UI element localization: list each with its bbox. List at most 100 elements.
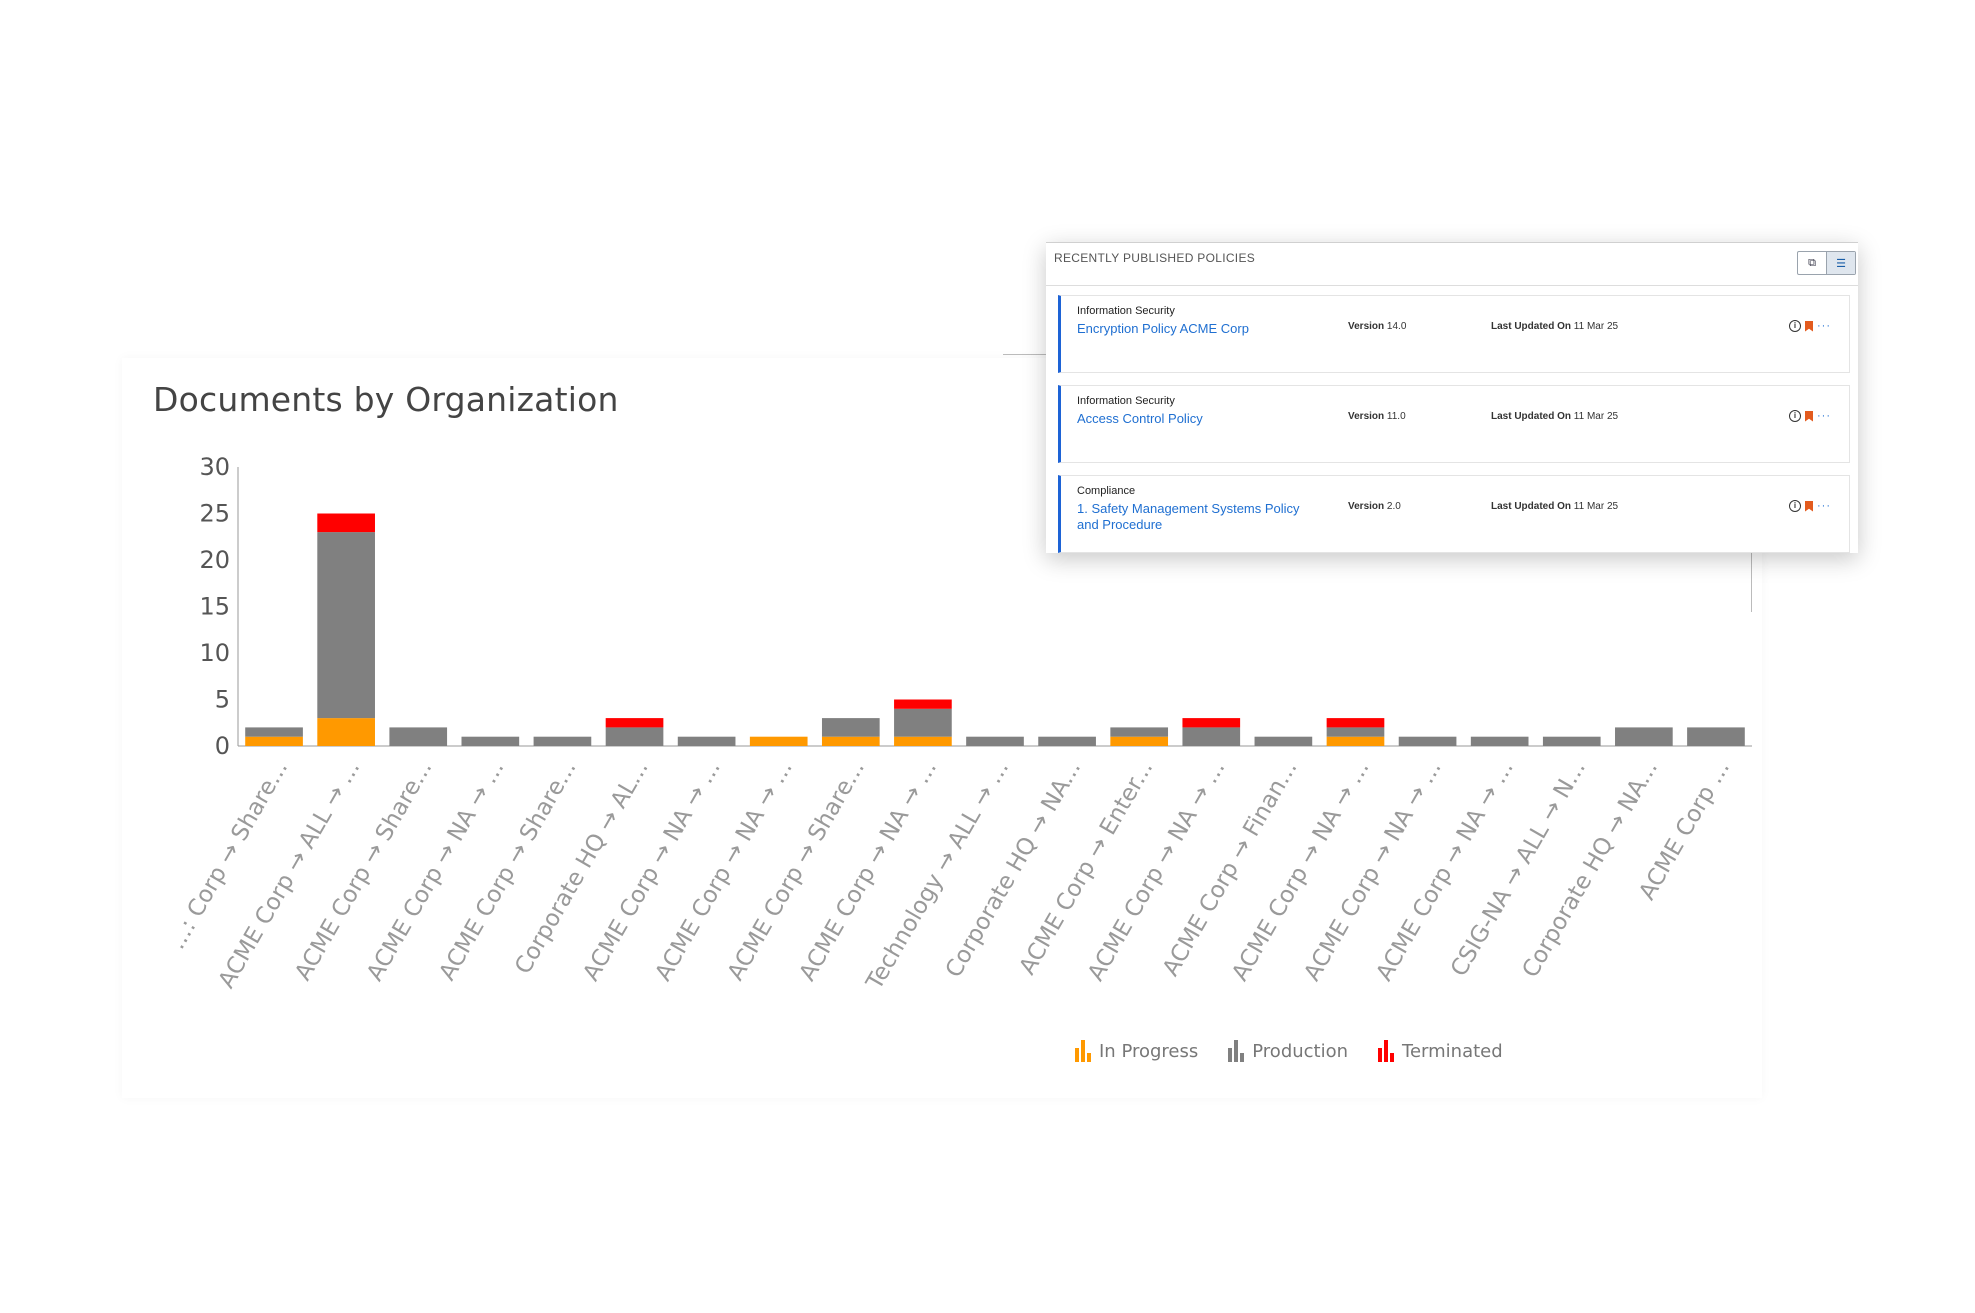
bookmark-icon[interactable] (1805, 410, 1813, 422)
policy-name-link[interactable]: Encryption Policy ACME Corp (1077, 321, 1249, 336)
bar-segment (821, 718, 880, 737)
divider (1751, 552, 1752, 612)
bar-segment (1615, 727, 1673, 746)
x-tick-label: ACME Corp → NA → ... (795, 756, 942, 985)
bookmark-icon[interactable] (1805, 500, 1813, 512)
version-value: 2.0 (1386, 501, 1401, 512)
bar-segment (1542, 736, 1601, 746)
policy-version: Version 14.0 (1348, 321, 1406, 332)
bar-segment (1038, 736, 1096, 746)
x-tick-label: ACME Corp → NA → ... (1299, 756, 1446, 985)
version-value: 11.0 (1386, 411, 1406, 422)
legend-item-production[interactable]: Production (1228, 1040, 1348, 1062)
policy-actions: i ··· (1789, 410, 1831, 422)
bar-segment (389, 727, 448, 746)
x-tick-label: ACME Corp → NA → ... (1227, 756, 1374, 985)
bookmark-icon[interactable] (1805, 320, 1813, 332)
window-icon[interactable]: ⧉ (1808, 256, 1816, 269)
updated-value: 11 Mar 25 (1573, 321, 1619, 332)
bar-segment (1182, 727, 1241, 746)
legend-label: Terminated (1402, 1040, 1503, 1062)
policy-updated: Last Updated On 11 Mar 25 (1491, 501, 1618, 512)
bar-chart-icon (1378, 1040, 1395, 1062)
bar-segment (317, 513, 375, 533)
divider (1003, 354, 1047, 355)
x-tick-label: ACME Corp → Finan... (1158, 756, 1303, 981)
updated-value: 11 Mar 25 (1573, 411, 1619, 422)
chart-legend: In Progress Production Terminated (1075, 1040, 1503, 1062)
bar-segment (894, 736, 952, 746)
y-tick-label: 5 (215, 686, 230, 714)
more-options-icon[interactable]: ··· (1817, 410, 1831, 422)
policy-category: Information Security (1077, 395, 1175, 407)
chart-title: Documents by Organization (153, 380, 619, 419)
legend-item-in-progress[interactable]: In Progress (1075, 1040, 1198, 1062)
info-icon[interactable]: i (1789, 500, 1801, 512)
x-tick-label: ACME Corp → NA → ... (578, 756, 725, 985)
legend-label: In Progress (1099, 1040, 1199, 1062)
bar-chart-icon (1075, 1040, 1091, 1062)
bar-segment (1470, 736, 1529, 746)
bar-segment (749, 736, 808, 746)
y-tick-label: 0 (215, 732, 230, 760)
bar-segment (894, 699, 952, 709)
x-tick-label: ACME Corp → NA → ... (1083, 756, 1230, 985)
updated-label: Last Updated On (1491, 411, 1572, 422)
x-tick-label: Technology → ALL → ... (861, 756, 1014, 995)
policy-category: Compliance (1077, 485, 1136, 497)
policy-name-link[interactable]: Access Control Policy (1077, 411, 1203, 426)
policy-item[interactable]: Compliance 1. Safety Management Systems … (1058, 475, 1850, 553)
version-label: Version (1348, 321, 1385, 332)
policy-category: Information Security (1077, 305, 1175, 317)
policy-actions: i ··· (1789, 320, 1831, 332)
legend-item-terminated[interactable]: Terminated (1378, 1040, 1503, 1062)
x-tick-label: ACME Corp → NA → ... (650, 756, 797, 985)
panel-header: RECENTLY PUBLISHED POLICIES ⧉ ☰ (1046, 243, 1858, 286)
info-icon[interactable]: i (1789, 410, 1801, 422)
x-tick-label: ACME Corp → Enter... (1015, 756, 1159, 979)
y-tick-label: 10 (199, 639, 230, 667)
updated-label: Last Updated On (1491, 501, 1572, 512)
x-tick-label: ACME Corp → NA → ... (1371, 756, 1518, 985)
view-toggle: ⧉ ☰ (1797, 251, 1856, 275)
x-tick-label: Corporate HQ → NA... (941, 756, 1087, 982)
version-value: 14.0 (1386, 321, 1407, 332)
updated-label: Last Updated On (1491, 321, 1572, 332)
list-icon[interactable]: ☰ (1826, 252, 1855, 274)
info-icon[interactable]: i (1789, 320, 1801, 332)
bar-segment (966, 736, 1024, 746)
panel-title: RECENTLY PUBLISHED POLICIES (1054, 251, 1256, 265)
x-tick-label: ACME Corp → ALL → ... (214, 756, 366, 993)
more-options-icon[interactable]: ··· (1817, 320, 1831, 332)
policy-version: Version 2.0 (1348, 501, 1401, 512)
more-options-icon[interactable]: ··· (1817, 500, 1831, 512)
y-tick-label: 15 (199, 593, 230, 621)
policy-name-link[interactable]: 1. Safety Management Systems Policy and … (1077, 501, 1300, 532)
policy-item[interactable]: Information Security Encryption Policy A… (1058, 295, 1850, 373)
policy-version: Version 11.0 (1348, 411, 1406, 422)
version-label: Version (1348, 411, 1385, 422)
y-tick-label: 25 (199, 500, 230, 528)
bar-chart-icon (1228, 1040, 1245, 1062)
bar-segment (1110, 727, 1169, 737)
x-tick-label: ACME Corp → Share... (290, 756, 437, 985)
bar-segment (1254, 736, 1313, 746)
bar-segment (605, 718, 664, 728)
bar-segment (1326, 736, 1385, 746)
x-tick-label: ACME Corp → NA → ... (362, 756, 509, 985)
x-tick-label: ACME Corp → Share... (723, 756, 870, 985)
bar-segment (317, 532, 375, 719)
bar-segment (1110, 736, 1169, 746)
legend-label: Production (1252, 1040, 1349, 1062)
bar-segment (1326, 727, 1385, 737)
version-label: Version (1348, 501, 1385, 512)
x-tick-label: Corporate HQ → NA... (1518, 756, 1664, 982)
bar-segment (605, 727, 664, 746)
bar-segment (894, 708, 952, 737)
recently-published-policies-panel: RECENTLY PUBLISHED POLICIES ⧉ ☰ Informat… (1046, 242, 1858, 553)
x-tick-label: ACME Corp → Share... (434, 756, 581, 985)
updated-value: 11 Mar 25 (1573, 501, 1619, 512)
x-tick-label: Corporate HQ → AL... (510, 756, 654, 979)
bar-segment (821, 736, 880, 746)
policy-item[interactable]: Information Security Access Control Poli… (1058, 385, 1850, 463)
